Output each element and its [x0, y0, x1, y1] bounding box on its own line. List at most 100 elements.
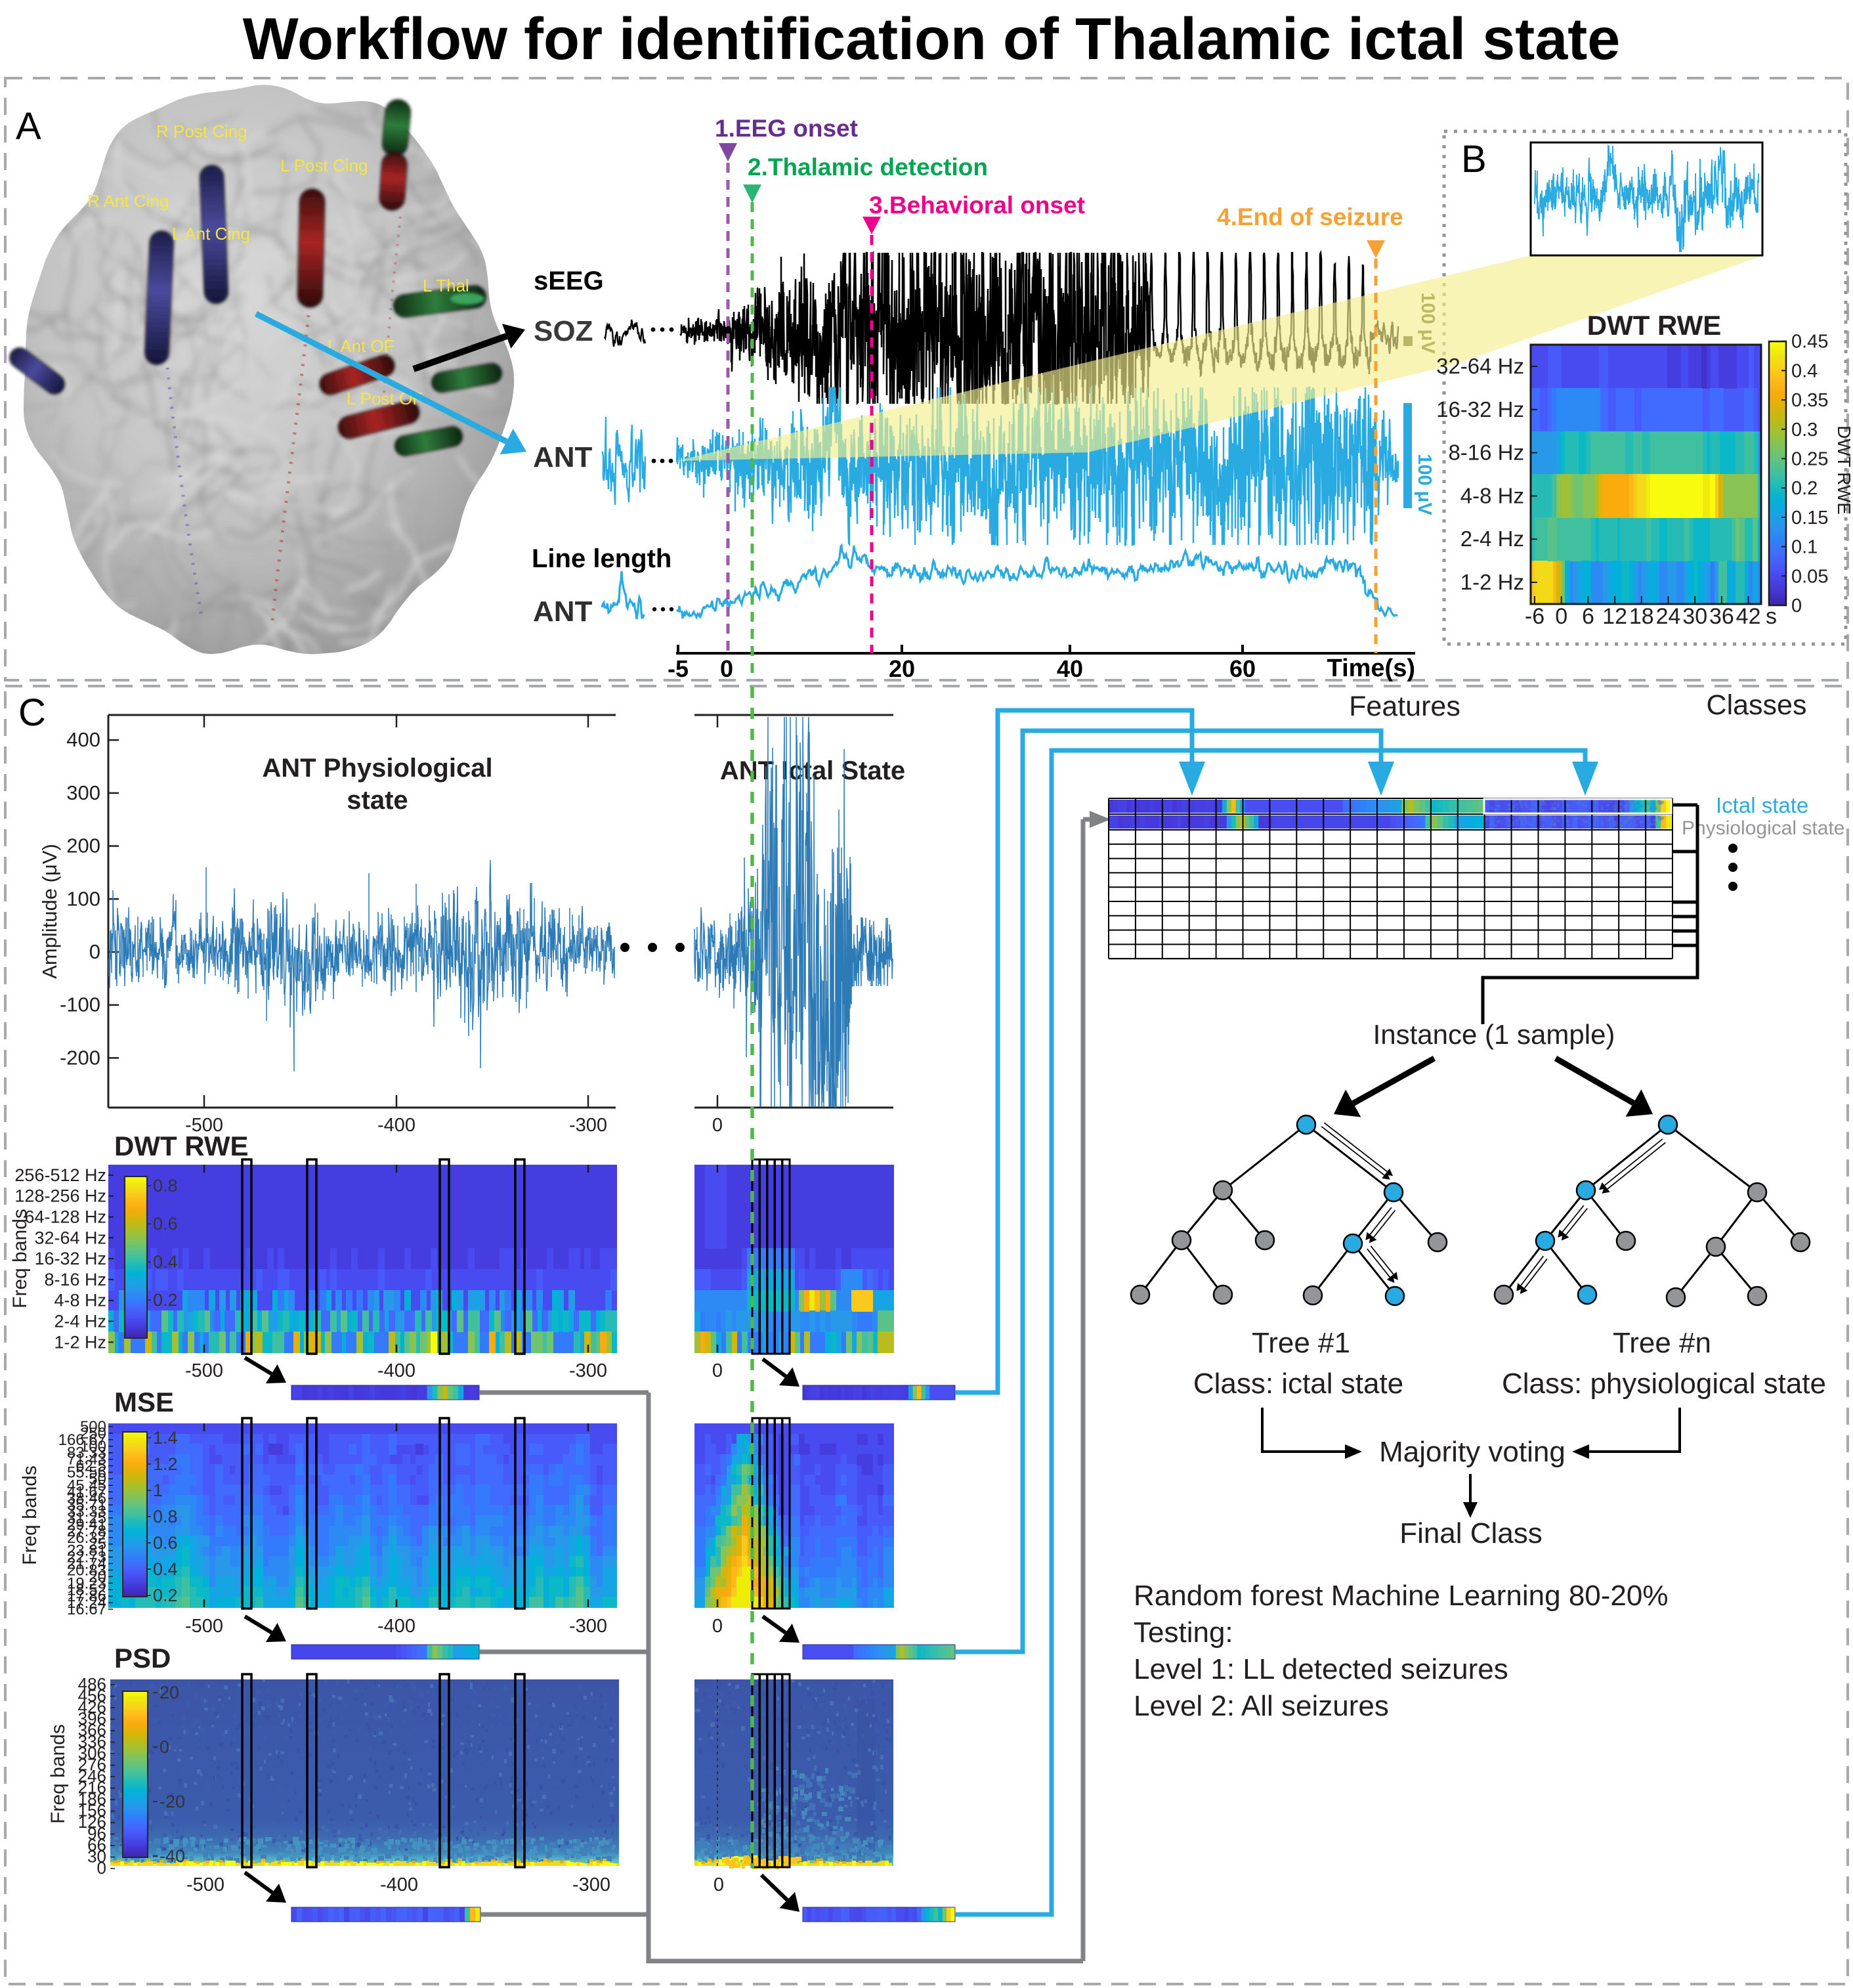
svg-text:MSE: MSE: [114, 1387, 174, 1417]
svg-text:21.74: 21.74: [67, 1555, 106, 1573]
svg-text:1-2 Hz: 1-2 Hz: [1460, 570, 1524, 594]
svg-text:426: 426: [78, 1697, 106, 1717]
svg-text:32-64 Hz: 32-64 Hz: [1436, 354, 1524, 378]
svg-text:96: 96: [87, 1824, 106, 1844]
svg-text:0: 0: [712, 1115, 723, 1136]
svg-text:4-8 Hz: 4-8 Hz: [1460, 483, 1524, 508]
svg-text:0.6: 0.6: [153, 1533, 178, 1553]
svg-text:29.41: 29.41: [67, 1516, 106, 1534]
svg-text:60: 60: [1229, 655, 1256, 682]
svg-text:-5: -5: [668, 655, 689, 682]
svg-text:Tree #n: Tree #n: [1613, 1327, 1711, 1359]
svg-text:A: A: [16, 105, 41, 148]
svg-text:Class: physiological state: Class: physiological state: [1502, 1368, 1826, 1400]
svg-text:L Ant Cing: L Ant Cing: [172, 224, 250, 244]
svg-text:8-16 Hz: 8-16 Hz: [44, 1270, 106, 1289]
svg-text:Freq bands: Freq bands: [19, 1465, 41, 1565]
svg-text:-500: -500: [185, 1115, 223, 1136]
svg-text:2-4 Hz: 2-4 Hz: [54, 1312, 106, 1331]
svg-text:0.2: 0.2: [153, 1290, 178, 1310]
svg-text:166.67: 166.67: [58, 1431, 106, 1449]
svg-text:1-2 Hz: 1-2 Hz: [54, 1332, 106, 1352]
svg-text:20.83: 20.83: [67, 1561, 106, 1579]
svg-text:19.23: 19.23: [67, 1574, 106, 1592]
svg-text:C: C: [18, 691, 46, 734]
svg-text:Ictal state: Ictal state: [1716, 793, 1808, 817]
svg-text:486: 486: [78, 1674, 106, 1694]
svg-text:64-128 Hz: 64-128 Hz: [24, 1207, 106, 1227]
svg-text:sEEG: sEEG: [534, 267, 604, 295]
svg-text:2-4 Hz: 2-4 Hz: [1460, 527, 1524, 551]
svg-text:246: 246: [78, 1766, 106, 1786]
svg-text:32-64 Hz: 32-64 Hz: [34, 1228, 106, 1247]
svg-text:0: 0: [720, 655, 733, 682]
svg-text:0.4: 0.4: [153, 1559, 178, 1579]
svg-text:6: 6: [1582, 604, 1594, 629]
svg-text:366: 366: [78, 1720, 106, 1740]
svg-text:Amplitude (μV): Amplitude (μV): [38, 844, 61, 979]
svg-text:PSD: PSD: [114, 1643, 171, 1674]
svg-text:0: 0: [1791, 595, 1802, 616]
svg-text:8-16 Hz: 8-16 Hz: [1448, 441, 1524, 465]
svg-text:Freq bands: Freq bands: [47, 1724, 69, 1824]
svg-text:62.5: 62.5: [75, 1458, 106, 1475]
svg-text:0.2: 0.2: [153, 1586, 178, 1605]
svg-text:ANT: ANT: [533, 595, 593, 628]
svg-text:0: 0: [89, 940, 100, 963]
svg-text:-300: -300: [569, 1360, 607, 1381]
svg-text:-40: -40: [160, 1846, 185, 1866]
svg-text:66: 66: [87, 1835, 106, 1855]
svg-text:45.45: 45.45: [67, 1477, 106, 1494]
svg-text:0.8: 0.8: [153, 1507, 178, 1526]
svg-text:Line length: Line length: [532, 544, 671, 573]
svg-text:1: 1: [153, 1480, 163, 1500]
svg-text:23.81: 23.81: [67, 1542, 106, 1560]
svg-text:4.End of seizure: 4.End of seizure: [1217, 204, 1403, 230]
svg-text:256-512 Hz: 256-512 Hz: [14, 1165, 106, 1185]
svg-text:456: 456: [78, 1686, 106, 1706]
svg-text:1.2: 1.2: [153, 1454, 178, 1474]
svg-text:4-8 Hz: 4-8 Hz: [54, 1291, 106, 1310]
svg-text:Level 1: LL detected seizures: Level 1: LL detected seizures: [1134, 1653, 1508, 1685]
svg-text:0: 0: [714, 1874, 724, 1895]
svg-text:16.67: 16.67: [67, 1601, 106, 1618]
svg-text:-300: -300: [569, 1115, 607, 1136]
svg-text:1.EEG onset: 1.EEG onset: [715, 115, 858, 142]
svg-text:Random forest Machine Learning: Random forest Machine Learning 80-20%: [1134, 1580, 1668, 1612]
svg-text:R Post Cing: R Post Cing: [156, 121, 247, 141]
svg-text:36: 36: [1709, 604, 1734, 629]
svg-text:Freq bands: Freq bands: [9, 1209, 31, 1308]
svg-text:0.15: 0.15: [1791, 508, 1828, 529]
svg-text:DWT RWE: DWT RWE: [1834, 425, 1853, 515]
svg-text:276: 276: [78, 1755, 106, 1775]
svg-text:100 μV: 100 μV: [1414, 454, 1435, 515]
svg-text:0.6: 0.6: [153, 1214, 178, 1234]
svg-text:-400: -400: [377, 1115, 415, 1136]
svg-text:20: 20: [889, 655, 915, 682]
svg-text:0.4: 0.4: [1791, 360, 1818, 381]
svg-text:24: 24: [1656, 604, 1681, 629]
svg-text:DWT RWE: DWT RWE: [114, 1131, 249, 1161]
svg-text:Testing:: Testing:: [1134, 1616, 1233, 1649]
svg-text:30: 30: [87, 1847, 106, 1867]
svg-text:R Ant Cing: R Ant Cing: [87, 191, 169, 211]
svg-text:20: 20: [160, 1683, 179, 1702]
svg-text:0: 0: [97, 1858, 106, 1878]
svg-text:100: 100: [80, 1438, 106, 1456]
svg-text:216: 216: [78, 1778, 106, 1798]
svg-text:50: 50: [89, 1470, 106, 1488]
svg-text:0: 0: [712, 1360, 723, 1381]
svg-text:Class: ictal state: Class: ictal state: [1193, 1368, 1403, 1400]
svg-text:L Post Cing: L Post Cing: [280, 156, 368, 175]
svg-text:17.86: 17.86: [67, 1588, 106, 1605]
svg-text:Workflow for identification of: Workflow for identification of Thalamic …: [243, 7, 1621, 72]
svg-text:18.52: 18.52: [67, 1581, 106, 1599]
svg-text:336: 336: [78, 1732, 106, 1752]
svg-text:ANT: ANT: [533, 441, 593, 473]
svg-text:400: 400: [66, 728, 100, 751]
svg-text:500: 500: [80, 1418, 106, 1436]
svg-text:-6: -6: [1525, 604, 1544, 629]
svg-text:SOZ: SOZ: [534, 315, 593, 347]
svg-text:30: 30: [1682, 604, 1707, 629]
svg-text:17.24: 17.24: [67, 1594, 106, 1612]
